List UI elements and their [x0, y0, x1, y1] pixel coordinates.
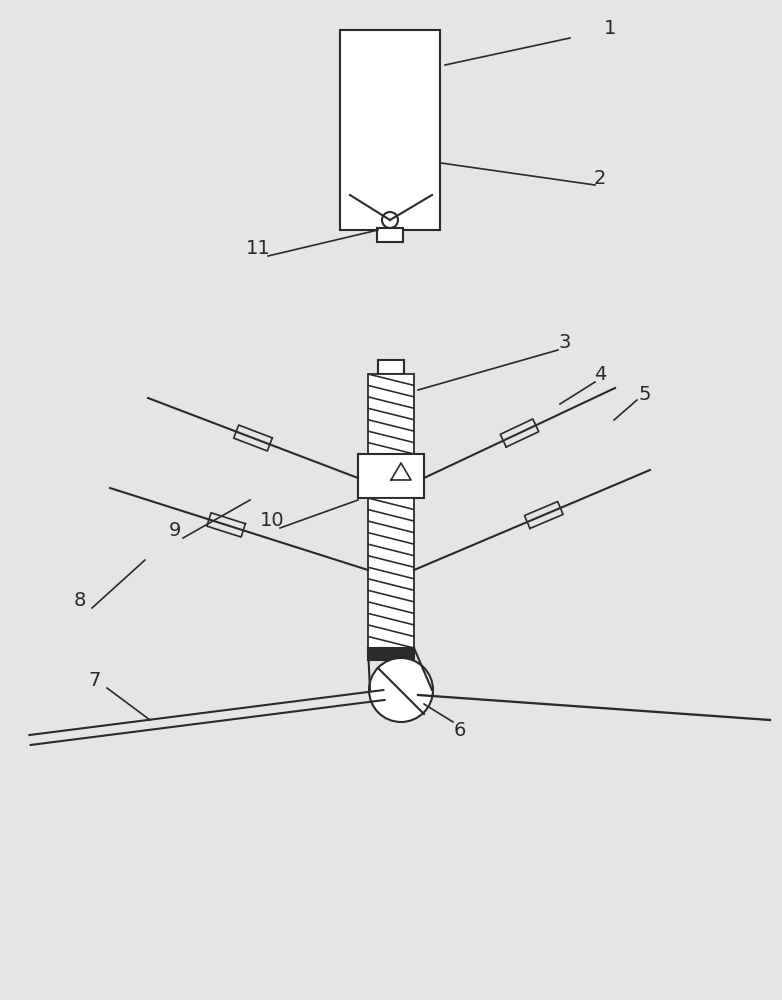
Bar: [358, 454, 424, 498]
Bar: [378, 360, 404, 374]
Text: 6: 6: [454, 720, 466, 740]
Text: 10: 10: [260, 510, 285, 530]
Text: 8: 8: [74, 590, 86, 609]
Bar: [340, 30, 440, 230]
Bar: [368, 648, 414, 660]
Text: 4: 4: [594, 364, 606, 383]
Bar: [368, 374, 414, 454]
Text: 2: 2: [594, 168, 606, 188]
Text: 5: 5: [639, 385, 651, 404]
Circle shape: [382, 212, 398, 228]
Circle shape: [369, 658, 433, 722]
Text: 3: 3: [559, 332, 571, 352]
Bar: [368, 498, 414, 648]
Text: 9: 9: [169, 520, 181, 540]
Text: 7: 7: [89, 670, 101, 690]
Bar: [377, 228, 403, 242]
Text: 11: 11: [246, 238, 271, 257]
Text: 1: 1: [604, 18, 616, 37]
